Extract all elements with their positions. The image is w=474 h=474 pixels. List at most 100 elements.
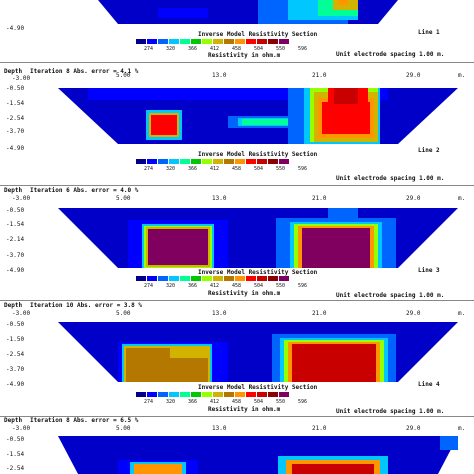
color-swatch xyxy=(257,39,267,44)
color-swatch xyxy=(191,392,201,397)
depth-tick: -1.50 xyxy=(6,336,25,343)
color-scale-value: 274 xyxy=(144,399,154,405)
color-swatch xyxy=(279,392,289,397)
color-swatch xyxy=(169,392,179,397)
unit-label: m. xyxy=(458,195,466,202)
depth-tick: -4.90 xyxy=(6,145,25,152)
color-scale-value: 504 xyxy=(254,166,264,172)
unit-label: m. xyxy=(458,425,466,432)
color-swatch xyxy=(213,392,223,397)
x-tick: 21.0 xyxy=(312,72,327,79)
depth-tick: -3.70 xyxy=(6,128,25,135)
color-scale-value: 320 xyxy=(166,166,176,172)
depth-tick: -0.50 xyxy=(6,436,25,443)
color-swatch xyxy=(268,276,278,281)
x-tick: 13.0 xyxy=(212,195,227,202)
color-swatch xyxy=(158,392,168,397)
color-swatch xyxy=(191,39,201,44)
depth-tick: -0.50 xyxy=(6,85,25,92)
x-tick: 5.00 xyxy=(116,72,131,79)
color-scale-value: 274 xyxy=(144,166,154,172)
x-tick: 5.00 xyxy=(116,425,131,432)
x-tick: 5.00 xyxy=(116,310,131,317)
line-label: Line 2 xyxy=(418,147,440,154)
color-scale-value: 412 xyxy=(210,46,220,52)
color-swatch xyxy=(169,276,179,281)
depth-tick: -0.50 xyxy=(6,321,25,328)
legend-caption: Resistivity in ohm.m xyxy=(208,290,281,297)
depth-tick: -1.54 xyxy=(6,221,25,228)
color-swatch xyxy=(147,392,157,397)
color-scale-value: 458 xyxy=(232,46,242,52)
x-tick: 13.0 xyxy=(212,72,227,79)
color-scale-value: 504 xyxy=(254,46,264,52)
color-scale-value: 596 xyxy=(298,283,308,289)
color-scale-value: 458 xyxy=(232,166,242,172)
color-swatch xyxy=(246,276,256,281)
spacing-label: Unit electrode spacing 1.00 m. xyxy=(336,408,445,415)
color-swatch xyxy=(224,392,234,397)
depth-tick: -4.90 xyxy=(6,381,25,388)
depth-header: Depth xyxy=(4,68,23,75)
color-swatch xyxy=(268,39,278,44)
line-label: Line 4 xyxy=(418,381,440,388)
color-scale-value: 550 xyxy=(276,283,286,289)
x-tick: 13.0 xyxy=(212,310,227,317)
color-swatch xyxy=(268,159,278,164)
color-scale-value: 504 xyxy=(254,283,264,289)
section-2-plot xyxy=(58,88,458,146)
iteration-label: Iteration 8 Abs. error = 4.1 % xyxy=(30,68,139,75)
color-swatch xyxy=(213,39,223,44)
x-tick: 21.0 xyxy=(312,195,327,202)
depth-tick: -4.90 xyxy=(6,267,25,274)
color-swatch xyxy=(279,39,289,44)
legend-title: Inverse Model Resistivity Section xyxy=(198,384,318,391)
color-swatch xyxy=(147,159,157,164)
color-scale-value: 366 xyxy=(188,399,198,405)
color-scale xyxy=(136,159,290,164)
color-swatch xyxy=(235,159,245,164)
color-swatch xyxy=(257,392,267,397)
color-scale xyxy=(136,276,290,281)
color-swatch xyxy=(235,392,245,397)
color-swatch xyxy=(169,39,179,44)
unit-label: m. xyxy=(458,310,466,317)
color-swatch xyxy=(213,159,223,164)
color-scale-value: 412 xyxy=(210,166,220,172)
color-scale-value: 504 xyxy=(254,399,264,405)
x-tick: 29.0 xyxy=(406,310,421,317)
x-start: -3.00 xyxy=(12,75,31,82)
line-label: Line 3 xyxy=(418,267,440,274)
depth-tick: -2.54 xyxy=(6,351,25,358)
color-swatch xyxy=(202,159,212,164)
color-swatch xyxy=(180,39,190,44)
depth-header: Depth xyxy=(4,417,23,424)
color-scale-value: 366 xyxy=(188,283,198,289)
color-swatch xyxy=(191,276,201,281)
legend-title: Inverse Model Resistivity Section xyxy=(198,269,318,276)
unit-label: m. xyxy=(458,72,466,79)
color-scale-value: 274 xyxy=(144,283,154,289)
color-scale-value: 320 xyxy=(166,46,176,52)
color-swatch xyxy=(169,159,179,164)
color-scale-value: 458 xyxy=(232,399,242,405)
x-start: -3.00 xyxy=(12,195,31,202)
x-start: -3.00 xyxy=(12,425,31,432)
x-tick: 29.0 xyxy=(406,195,421,202)
color-scale-value: 550 xyxy=(276,399,286,405)
depth-tick: -1.54 xyxy=(6,100,25,107)
color-swatch xyxy=(202,392,212,397)
color-scale-value: 320 xyxy=(166,283,176,289)
color-swatch xyxy=(180,159,190,164)
divider xyxy=(0,62,474,63)
divider xyxy=(0,300,474,301)
color-swatch xyxy=(191,159,201,164)
depth-tick: -4.90 xyxy=(6,25,25,32)
color-swatch xyxy=(158,39,168,44)
section-4-plot xyxy=(58,322,458,382)
color-swatch xyxy=(246,39,256,44)
color-scale-value: 596 xyxy=(298,399,308,405)
color-scale-value: 320 xyxy=(166,399,176,405)
depth-tick: -3.70 xyxy=(6,366,25,373)
divider xyxy=(0,185,474,186)
